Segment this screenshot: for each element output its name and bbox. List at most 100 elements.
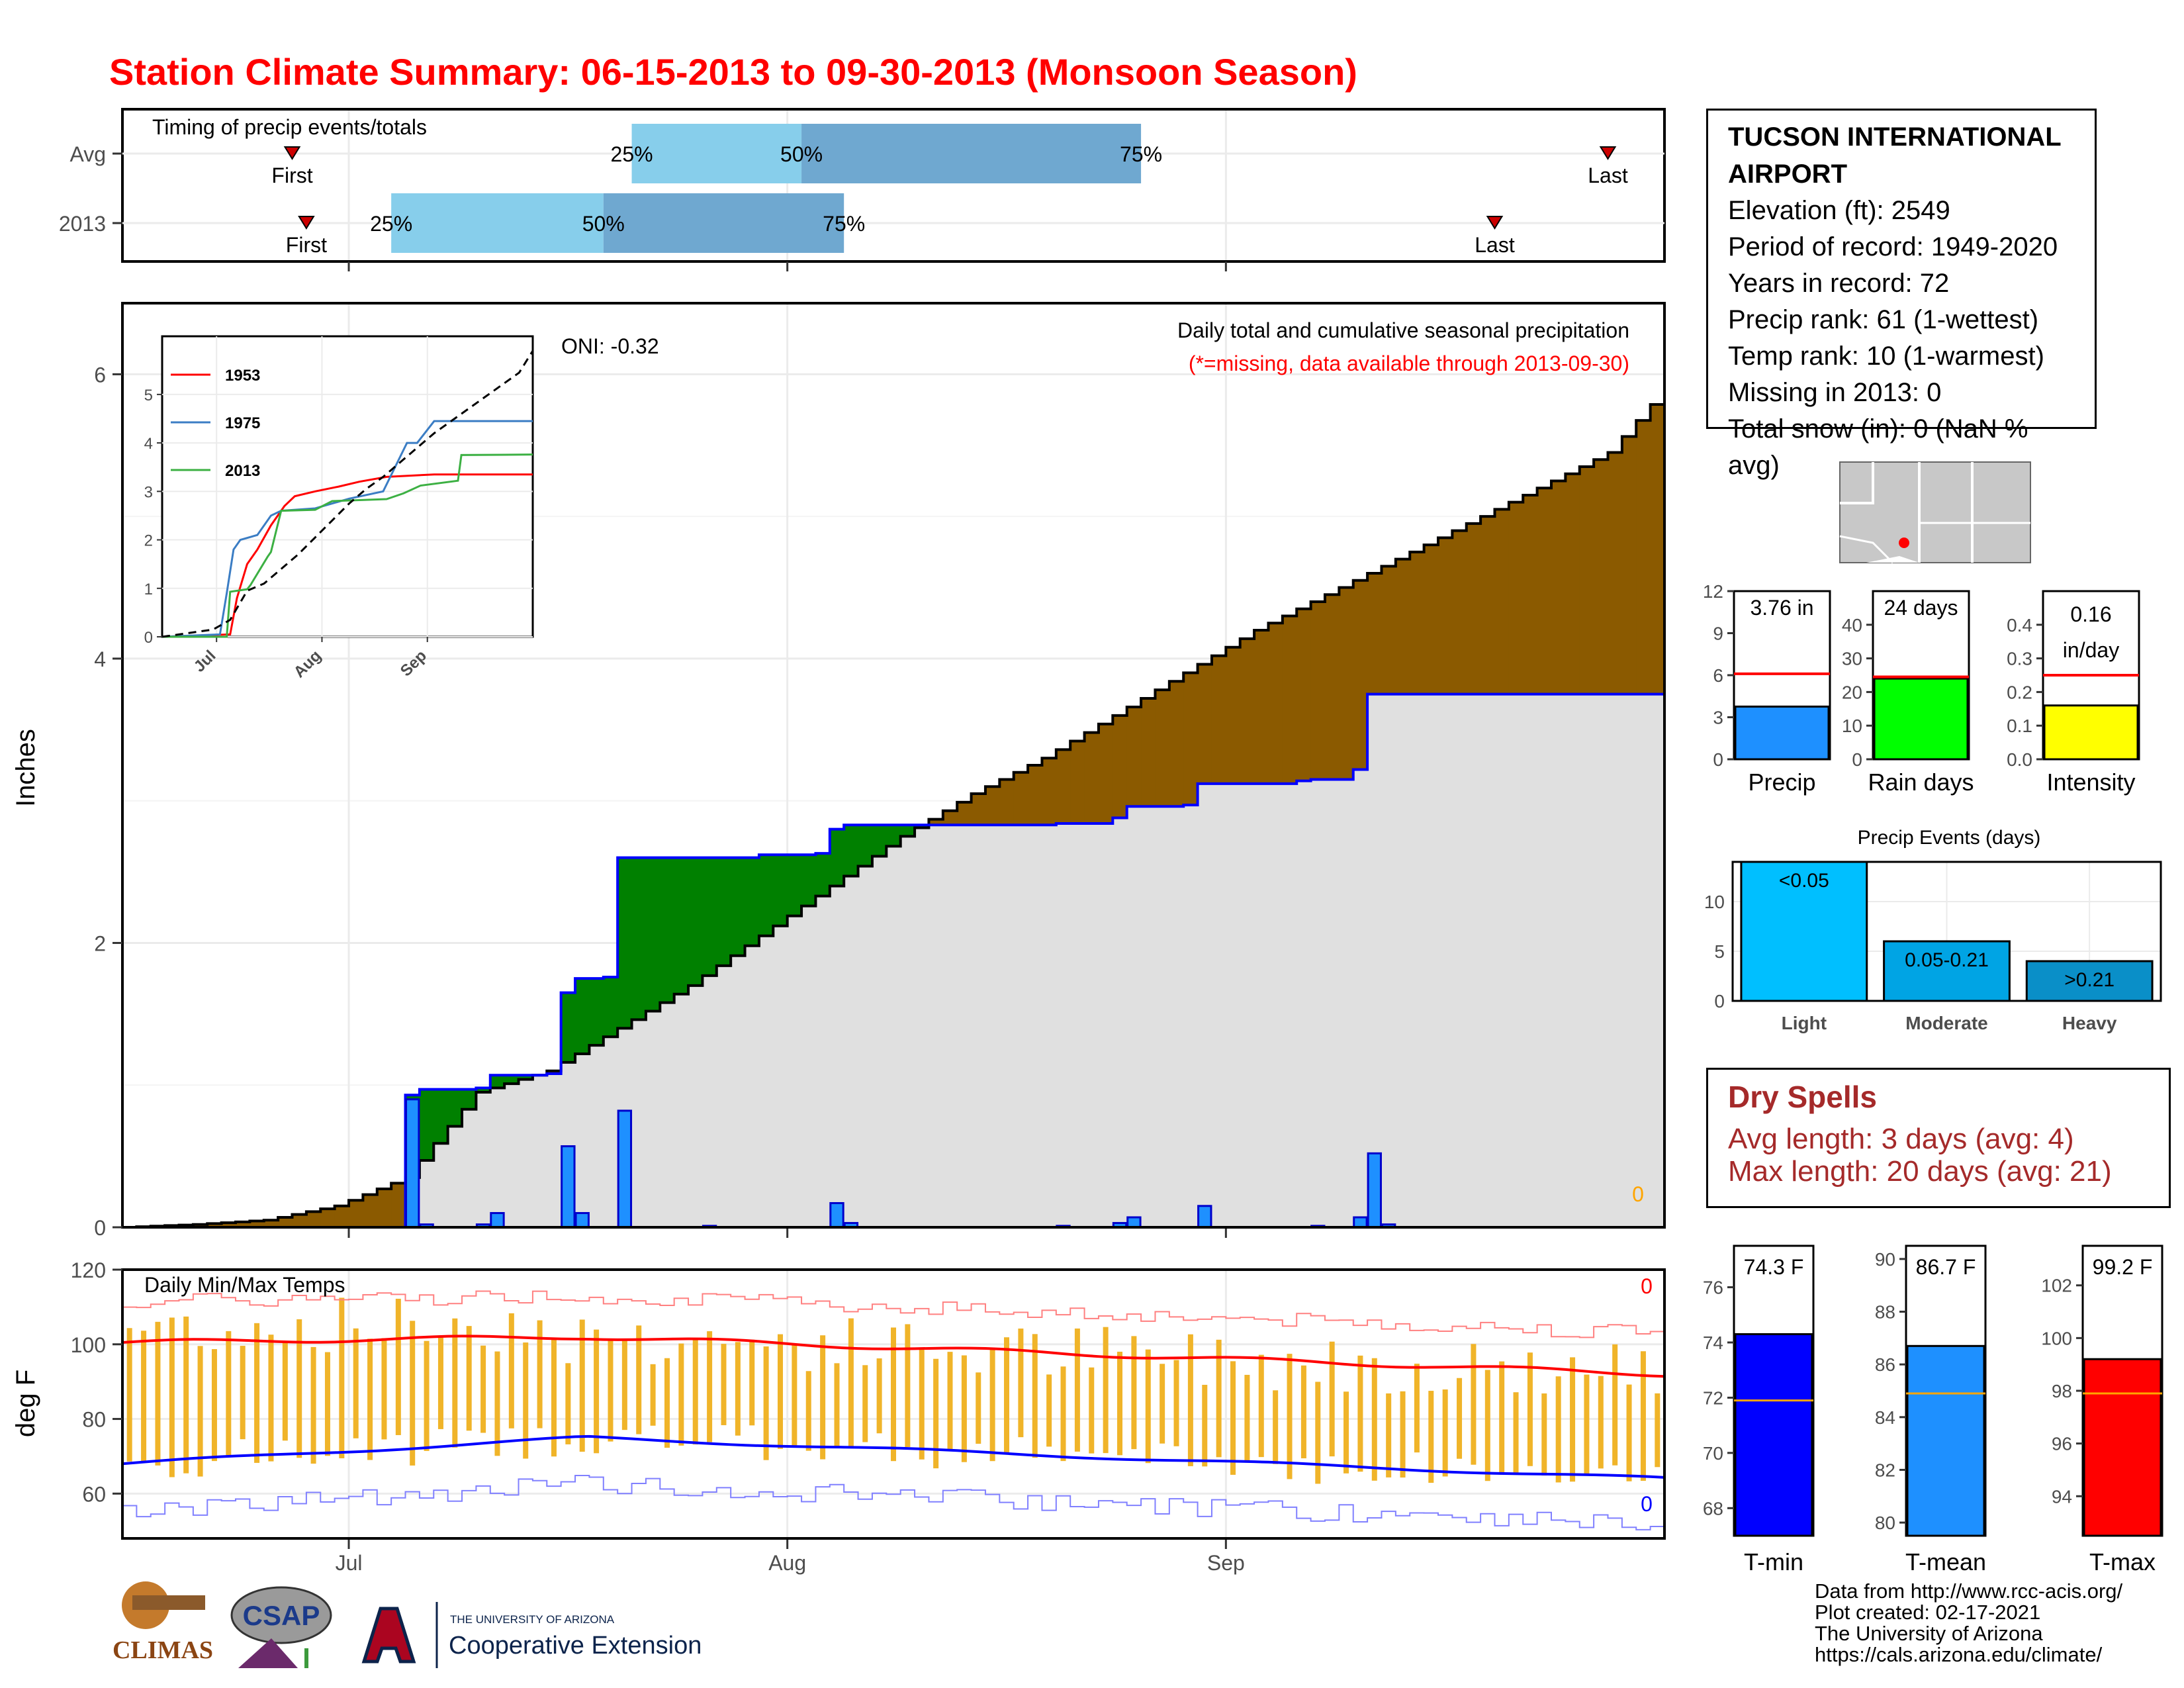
deficit-area-segment — [207, 1223, 222, 1227]
page-title: Station Climate Summary: 06-15-2013 to 0… — [109, 51, 1357, 93]
precip-y-tick-label: 2 — [94, 931, 106, 955]
daily-temp-bar — [1357, 1355, 1363, 1472]
temp-mean-y-tick-label: 102 — [2041, 1276, 2072, 1296]
deficit-area-segment — [1268, 623, 1283, 784]
daily-temp-bar — [664, 1358, 670, 1448]
timing-percent-label: 75% — [1120, 142, 1162, 166]
grey-area-segment — [957, 825, 972, 1227]
daily-temp-bar — [155, 1321, 161, 1466]
deficit-area-segment — [1565, 473, 1580, 694]
daily-temp-bar — [1471, 1344, 1477, 1465]
surplus-area-segment — [858, 825, 873, 867]
grey-area-segment — [858, 866, 873, 1227]
daily-temp-bar — [1145, 1349, 1151, 1464]
daily-temp-bar — [183, 1316, 189, 1474]
grey-area-segment — [462, 1109, 477, 1227]
small-panel-bar-Precip — [1734, 705, 1830, 761]
small-panel-y-tick-label: 6 — [1713, 665, 1723, 686]
daily-temp-bar — [565, 1363, 571, 1444]
daily-temp-bar — [126, 1328, 132, 1462]
small-panel-y-tick-label: 0.1 — [2007, 716, 2032, 736]
deficit-area-segment — [278, 1217, 293, 1227]
avg-min-temp-line — [122, 1434, 1665, 1479]
temp-mean-y-tick-label: 98 — [2052, 1381, 2072, 1401]
timing-bar-50-75 — [801, 124, 1142, 183]
events-category-label: Light — [1782, 1013, 1827, 1033]
grey-area-segment — [872, 856, 887, 1227]
temp-mean-y-tick-label: 82 — [1875, 1460, 1895, 1480]
surplus-area-segment — [801, 855, 817, 906]
temp-y-tick-label: 80 — [82, 1408, 106, 1432]
daily-temp-bar — [1018, 1328, 1024, 1438]
grey-area-segment — [1650, 694, 1665, 1227]
grey-area-segment — [1310, 779, 1326, 1227]
small-panel-value: 3.76 in — [1750, 596, 1813, 620]
grey-area-segment — [1084, 823, 1099, 1227]
daily-temp-bar — [1400, 1391, 1406, 1478]
grey-area-segment — [1056, 823, 1071, 1227]
deficit-area-segment — [1579, 466, 1594, 694]
grey-area-segment — [1254, 783, 1269, 1227]
surplus-area-segment — [900, 825, 915, 837]
temp-mean-y-tick-label: 90 — [1875, 1249, 1895, 1270]
grey-area-segment — [603, 1037, 618, 1227]
station-snow: Total snow (in): 0 (NaN % avg) — [1728, 414, 2028, 480]
grey-area-segment — [829, 886, 844, 1227]
deficit-area-segment — [942, 810, 958, 825]
month-tick-label: Aug — [768, 1551, 806, 1575]
grey-area-segment — [674, 994, 689, 1227]
surplus-area-segment — [702, 857, 717, 976]
precip-y-label: Inches — [11, 729, 40, 807]
daily-precip-bar — [829, 1201, 844, 1229]
surplus-area-segment — [787, 855, 802, 916]
timing-last-label: Last — [1588, 164, 1628, 187]
precip-missing-count: 0 — [1632, 1182, 1644, 1206]
daily-temp-bar — [976, 1372, 981, 1444]
deficit-area-segment — [1523, 494, 1538, 694]
daily-temp-bar — [1428, 1391, 1434, 1483]
daily-temp-bar — [721, 1344, 727, 1425]
timing-last-marker — [1486, 216, 1504, 230]
daily-temp-bar — [947, 1352, 953, 1450]
deficit-area-segment — [1056, 749, 1071, 824]
month-tick-label: Sep — [1207, 1551, 1245, 1575]
station-info-panel: TUCSON INTERNATIONAL AIRPORT Elevation (… — [1706, 109, 2097, 480]
daily-temp-bar — [1287, 1354, 1293, 1479]
temp-mean-label: T-min — [1744, 1548, 1803, 1575]
deficit-area-segment — [1297, 608, 1312, 781]
inset-y-tick-label: 3 — [144, 483, 153, 501]
daily-temp-bar — [508, 1313, 514, 1429]
small-panel-y-tick-label: 0 — [1713, 749, 1723, 770]
grey-area-segment — [1410, 694, 1425, 1227]
daily-temp-bar — [1655, 1393, 1661, 1468]
daily-temp-bar — [339, 1297, 345, 1458]
small-panel-y-tick-label: 0 — [1852, 749, 1862, 770]
locator-map — [1839, 461, 2031, 564]
grey-area-segment — [660, 1002, 675, 1227]
temp-mean-y-tick-label: 86 — [1875, 1354, 1895, 1375]
surplus-area-segment — [433, 1089, 449, 1144]
deficit-area-segment — [391, 1183, 406, 1227]
daily-temp-bar — [197, 1346, 203, 1477]
grey-area-segment — [1466, 694, 1481, 1227]
events-y-tick-label: 5 — [1714, 941, 1725, 962]
daily-temp-bar — [424, 1340, 430, 1451]
daily-temp-bar — [989, 1348, 995, 1462]
small-panel-y-tick-label: 3 — [1713, 708, 1723, 728]
deficit-area-segment — [1282, 616, 1297, 784]
daily-temp-bar — [792, 1343, 797, 1448]
deficit-area-segment — [1013, 772, 1028, 825]
deficit-area-segment — [547, 1070, 562, 1074]
daily-precip-bar — [574, 1212, 590, 1229]
station-location-marker — [1899, 538, 1909, 548]
daily-temp-bar — [494, 1351, 500, 1456]
university-of-arizona-logo: THE UNIVERSITY OF ARIZONA Cooperative Ex… — [361, 1602, 702, 1668]
daily-temp-bar — [268, 1335, 274, 1462]
deficit-area-segment — [349, 1200, 363, 1227]
timing-first-marker — [298, 216, 315, 230]
timing-first-label: First — [286, 233, 327, 257]
precip-y-tick-label: 4 — [94, 647, 106, 671]
grey-area-segment — [1155, 806, 1170, 1227]
daily-temp-bar — [834, 1363, 840, 1446]
grey-area-segment — [915, 827, 930, 1227]
